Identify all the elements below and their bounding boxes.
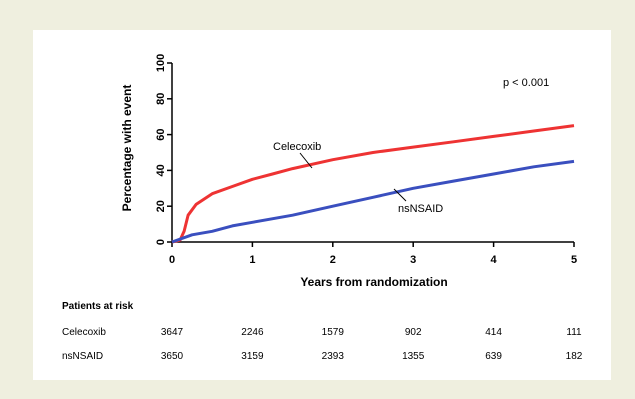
x-axis-title: Years from randomization (300, 275, 447, 289)
risk-value: 2393 (321, 351, 344, 362)
km-chart: 0 1 2 3 4 5 0 20 40 60 80 100 Percentage with event… (120, 54, 577, 289)
series-lines (171, 124, 575, 244)
x-tick-label: 2 (330, 254, 336, 266)
tick-labels: 0 1 2 3 4 5 0 20 40 60 80 100 (155, 54, 577, 266)
risk-value: 3159 (241, 351, 264, 362)
risk-table-header: Patients at risk (62, 301, 134, 312)
risk-value: 111 (566, 327, 582, 338)
x-tick-label: 4 (491, 254, 498, 266)
risk-row-celecoxib: Celecoxib 3647 2246 1579 902 414 111 (0, 327, 635, 341)
series-line-nsnsaid (171, 159, 575, 244)
risk-value: 1355 (402, 351, 425, 362)
x-tick-label: 3 (410, 254, 416, 266)
risk-value: 1579 (321, 327, 344, 338)
x-tick-label: 1 (249, 254, 255, 266)
leader-line-celecoxib (299, 152, 313, 169)
figure-panel (33, 30, 611, 380)
risk-value: 414 (485, 327, 502, 338)
y-tick-label: 40 (155, 164, 167, 176)
risk-row-label: Celecoxib (62, 327, 106, 338)
risk-value: 639 (485, 351, 502, 362)
risk-value: 902 (404, 327, 422, 338)
y-tick-label: 20 (155, 200, 167, 212)
axes (167, 62, 575, 247)
leader-line-nsnsaid (393, 188, 407, 202)
p-value-annotation: p < 0.001 (503, 77, 549, 89)
risk-row-label: nsNSAID (62, 351, 104, 362)
risk-row-nsnsaid: nsNSAID 3650 3159 2393 1355 639 182 (0, 351, 635, 365)
series-line-celecoxib (171, 124, 575, 244)
risk-value: 182 (565, 351, 583, 362)
y-tick-label: 0 (155, 239, 167, 245)
x-tick-label: 5 (571, 254, 577, 266)
risk-value: 3647 (160, 327, 184, 338)
y-tick-label: 100 (155, 54, 167, 72)
series-label-celecoxib: Celecoxib (273, 141, 321, 153)
y-axis-title: Percentage with event (120, 85, 134, 212)
x-tick-label: 0 (169, 254, 175, 266)
series-label-nsnsaid: nsNSAID (398, 203, 443, 215)
risk-value: 2246 (241, 327, 264, 338)
y-tick-label: 60 (155, 128, 167, 140)
y-tick-label: 80 (155, 93, 167, 105)
risk-value: 3650 (160, 351, 184, 362)
